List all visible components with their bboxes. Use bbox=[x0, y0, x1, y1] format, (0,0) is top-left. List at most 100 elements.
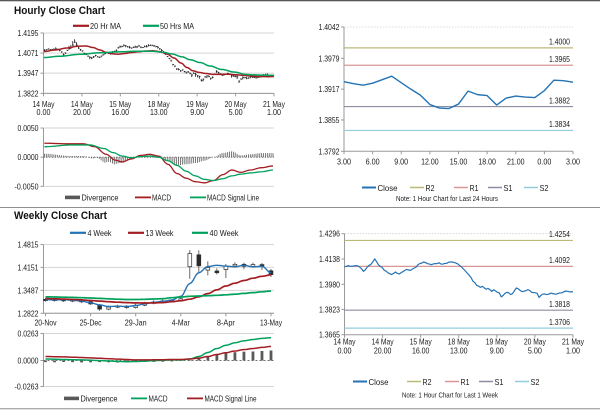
svg-text:4-Mar: 4-Mar bbox=[172, 318, 190, 328]
svg-text:1.2822: 1.2822 bbox=[18, 308, 39, 318]
svg-text:9.00: 9.00 bbox=[394, 157, 408, 167]
svg-text:1.3706: 1.3706 bbox=[549, 317, 570, 327]
svg-text:19 May: 19 May bbox=[186, 99, 209, 109]
svg-text:21 May: 21 May bbox=[562, 336, 585, 346]
svg-text:1.4254: 1.4254 bbox=[549, 229, 570, 239]
svg-text:S1: S1 bbox=[504, 183, 513, 193]
svg-text:MACD: MACD bbox=[152, 194, 171, 203]
svg-text:6.00: 6.00 bbox=[366, 157, 380, 167]
svg-text:0.00: 0.00 bbox=[537, 157, 551, 167]
svg-text:3.00: 3.00 bbox=[337, 157, 351, 167]
svg-text:0.0000: 0.0000 bbox=[18, 152, 39, 162]
svg-text:5.00: 5.00 bbox=[528, 345, 542, 355]
svg-text:1.4195: 1.4195 bbox=[18, 28, 39, 38]
svg-text:5.00: 5.00 bbox=[229, 107, 243, 117]
svg-text:Close: Close bbox=[369, 377, 389, 387]
svg-text:20 May: 20 May bbox=[225, 99, 248, 109]
svg-text:Divergence: Divergence bbox=[82, 194, 120, 203]
svg-text:1.3917: 1.3917 bbox=[319, 84, 340, 94]
svg-text:S2: S2 bbox=[531, 377, 540, 387]
svg-text:15 May: 15 May bbox=[410, 336, 433, 346]
svg-text:13-May: 13-May bbox=[260, 318, 283, 328]
svg-text:1.3855: 1.3855 bbox=[319, 115, 340, 125]
svg-text:1.3665: 1.3665 bbox=[319, 330, 340, 340]
svg-text:1.3979: 1.3979 bbox=[319, 53, 340, 63]
svg-text:MACD Signal Line: MACD Signal Line bbox=[205, 395, 257, 404]
svg-text:1.3834: 1.3834 bbox=[549, 119, 570, 129]
svg-text:15.00: 15.00 bbox=[450, 157, 468, 167]
svg-text:12.00: 12.00 bbox=[421, 157, 439, 167]
svg-text:1.00: 1.00 bbox=[267, 107, 281, 117]
svg-text:9.00: 9.00 bbox=[490, 345, 504, 355]
svg-text:13 Week: 13 Week bbox=[146, 228, 175, 238]
svg-text:18 May: 18 May bbox=[148, 99, 171, 109]
svg-text:9.00: 9.00 bbox=[190, 107, 204, 117]
svg-text:14 May: 14 May bbox=[33, 99, 56, 109]
svg-text:1.4138: 1.4138 bbox=[319, 254, 340, 264]
svg-text:0.0000: 0.0000 bbox=[18, 356, 39, 366]
svg-text:1.3980: 1.3980 bbox=[319, 279, 340, 289]
svg-text:1.3822: 1.3822 bbox=[18, 88, 39, 98]
svg-text:13.00: 13.00 bbox=[150, 107, 168, 117]
svg-text:18 May: 18 May bbox=[448, 336, 471, 346]
svg-text:1.4296: 1.4296 bbox=[319, 229, 340, 239]
svg-text:29-Jan: 29-Jan bbox=[125, 318, 147, 328]
svg-text:1.3487: 1.3487 bbox=[18, 285, 39, 295]
svg-text:25-Dec: 25-Dec bbox=[80, 318, 102, 328]
svg-text:4 Week: 4 Week bbox=[88, 228, 113, 238]
svg-text:S2: S2 bbox=[540, 183, 549, 193]
svg-text:R1: R1 bbox=[461, 377, 470, 387]
svg-text:15 May: 15 May bbox=[109, 99, 132, 109]
svg-text:Note: 1 Hour Chart for Last 24: Note: 1 Hour Chart for Last 24 Hours bbox=[396, 196, 498, 203]
svg-text:1.4042: 1.4042 bbox=[319, 22, 340, 32]
svg-text:1.3823: 1.3823 bbox=[319, 304, 340, 314]
svg-text:20-Nov: 20-Nov bbox=[35, 318, 58, 328]
svg-text:0.00: 0.00 bbox=[37, 107, 51, 117]
svg-text:20.00: 20.00 bbox=[374, 345, 392, 355]
svg-text:S1: S1 bbox=[495, 377, 504, 387]
svg-text:13.00: 13.00 bbox=[450, 345, 468, 355]
svg-text:14 May: 14 May bbox=[71, 99, 94, 109]
svg-text:1.4815: 1.4815 bbox=[18, 240, 39, 250]
svg-text:1.3882: 1.3882 bbox=[549, 95, 570, 105]
svg-text:1.4092: 1.4092 bbox=[549, 255, 570, 265]
svg-text:Note: 1 Hour Chart for Last 1: Note: 1 Hour Chart for Last 1 Week bbox=[402, 393, 498, 400]
svg-text:0.00: 0.00 bbox=[338, 345, 352, 355]
svg-text:20 May: 20 May bbox=[524, 336, 547, 346]
svg-text:-0.0050: -0.0050 bbox=[15, 181, 39, 191]
svg-text:Divergence: Divergence bbox=[81, 395, 119, 404]
svg-text:1.4000: 1.4000 bbox=[549, 37, 570, 47]
svg-text:14 May: 14 May bbox=[334, 336, 357, 346]
svg-text:3.00: 3.00 bbox=[566, 157, 580, 167]
svg-text:R2: R2 bbox=[423, 377, 432, 387]
svg-text:50 Hrs MA: 50 Hrs MA bbox=[160, 21, 194, 31]
svg-text:1.3818: 1.3818 bbox=[549, 299, 570, 309]
svg-text:14 May: 14 May bbox=[372, 336, 395, 346]
svg-text:20.00: 20.00 bbox=[73, 107, 91, 117]
svg-text:40 Week: 40 Week bbox=[210, 228, 240, 238]
svg-text:1.4151: 1.4151 bbox=[18, 262, 39, 272]
svg-text:1.3947: 1.3947 bbox=[18, 68, 39, 78]
svg-text:-0.0263: -0.0263 bbox=[15, 382, 39, 392]
svg-text:8-Apr: 8-Apr bbox=[217, 318, 235, 328]
svg-text:1.3792: 1.3792 bbox=[319, 146, 340, 156]
svg-text:19 May: 19 May bbox=[486, 336, 509, 346]
svg-text:1.3965: 1.3965 bbox=[549, 54, 570, 64]
svg-text:0.0263: 0.0263 bbox=[18, 329, 39, 339]
svg-text:0.0050: 0.0050 bbox=[18, 123, 39, 133]
svg-text:21 May: 21 May bbox=[263, 99, 286, 109]
svg-text:R1: R1 bbox=[470, 183, 479, 193]
svg-text:MACD Signal Line: MACD Signal Line bbox=[207, 194, 259, 203]
svg-text:1.4071: 1.4071 bbox=[18, 48, 39, 58]
svg-text:Hourly Close Chart: Hourly Close Chart bbox=[14, 5, 105, 17]
svg-text:16.00: 16.00 bbox=[412, 345, 430, 355]
svg-text:1.00: 1.00 bbox=[566, 345, 580, 355]
svg-text:21.00: 21.00 bbox=[507, 157, 525, 167]
svg-text:MACD: MACD bbox=[149, 395, 168, 404]
svg-text:20 Hr MA: 20 Hr MA bbox=[90, 21, 121, 31]
svg-text:16.00: 16.00 bbox=[112, 107, 130, 117]
svg-text:Weekly Close Chart: Weekly Close Chart bbox=[14, 210, 107, 222]
svg-text:R2: R2 bbox=[426, 183, 435, 193]
svg-text:18.00: 18.00 bbox=[478, 157, 496, 167]
svg-text:Close: Close bbox=[378, 183, 398, 193]
